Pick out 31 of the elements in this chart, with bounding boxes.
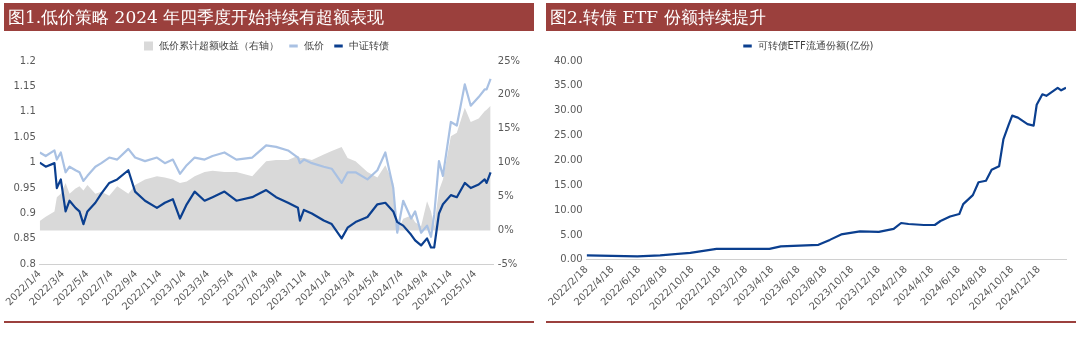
legend-label: 中证转债 [348,39,389,51]
y-tick-label: 25.00 [553,129,583,141]
y2-tick-label: 5% [497,190,514,202]
y-tick-label: 0.9 [19,207,36,219]
y2-tick-label: 10% [497,156,521,168]
y-tick-label: 5.00 [560,228,583,240]
y-tick-label: 1.15 [13,80,36,91]
legend-label: 低价 [303,39,324,51]
y-tick-label: 35.00 [553,79,583,91]
y-tick-label: 0.00 [560,253,583,265]
y-tick-label: 1 [29,156,36,168]
y-tick-label: 0.8 [19,257,36,269]
y2-tick-label: -5% [497,257,518,269]
y-tick-label: 10.00 [553,203,583,215]
y-tick-label: 20.00 [553,153,583,165]
y-tick-label: 1.05 [13,130,36,142]
y-tick-label: 40.00 [553,54,583,66]
chart-title: 图1.低价策略 2024 年四季度开始持续有超额表现 [4,3,534,31]
legend-label: 低价累计超额收益（右轴） [158,39,279,51]
y-tick-label: 1.1 [19,105,36,117]
y-tick-label: 1.2 [19,54,36,66]
chart-title: 图2.转债 ETF 份额持续提升 [546,3,1076,31]
legend-label: 可转债ETF流通份额(亿份) [757,39,874,51]
y2-tick-label: 0% [497,223,514,235]
y-tick-label: 30.00 [553,104,583,116]
y-tick-label: 15.00 [553,178,583,190]
y-tick-label: 0.85 [13,232,36,244]
y2-tick-label: 15% [497,122,521,134]
y2-tick-label: 25% [497,54,521,66]
y-tick-label: 0.95 [13,181,36,193]
y2-tick-label: 20% [497,88,521,100]
